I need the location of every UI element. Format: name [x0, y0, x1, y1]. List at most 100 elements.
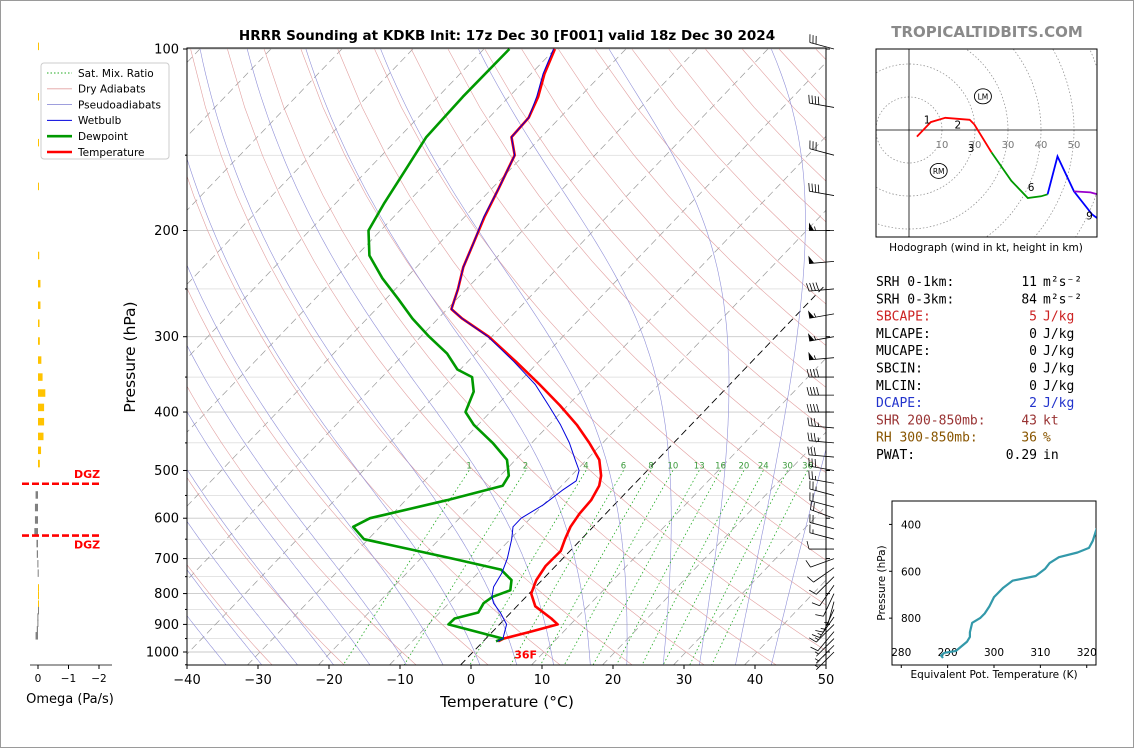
- index-value: 0: [1029, 379, 1037, 394]
- pseudoadiabat: [187, 615, 227, 665]
- barb-full: [812, 282, 816, 291]
- barb-full: [815, 614, 824, 617]
- skewt-legend: Sat. Mix. Ratio Dry Adiabats Pseudoadiabat…: [40, 62, 170, 160]
- omega-bar: [38, 606, 39, 615]
- barb-staff: [809, 532, 835, 540]
- isotherm: [187, 48, 769, 655]
- x-tick-label: 0: [467, 673, 475, 688]
- barb-full: [813, 447, 816, 456]
- omega-bar: [38, 403, 45, 412]
- barb-full: [810, 417, 813, 427]
- mixing-ratio-label: 8: [648, 462, 653, 472]
- omega-bar: [36, 539, 38, 548]
- legend-entry: Wetbulb: [78, 115, 122, 127]
- omega-bar: [34, 528, 38, 536]
- barb-full: [810, 646, 819, 652]
- wind-barb: [810, 631, 835, 652]
- omega-bar: [37, 560, 39, 568]
- pseudoadiabat: [246, 48, 554, 665]
- hodo-ring-label: 30: [1002, 140, 1015, 151]
- barb-staff: [809, 488, 835, 496]
- omega-bar: [38, 279, 41, 288]
- index-value: 0: [1029, 344, 1037, 359]
- barb-staff: [809, 148, 835, 156]
- skewt-axes: −40 −30 −20 −10 0 10 20 30 40 50 100 200 300 400 500 60…: [146, 43, 834, 689]
- series-dewpoint: [351, 48, 513, 643]
- wind-barb: [807, 310, 835, 319]
- omega-bar: [38, 319, 40, 328]
- omega-bar: [38, 584, 39, 592]
- wind-barb: [806, 282, 835, 292]
- wind-barb: [808, 457, 835, 471]
- y-tick-label: 1000: [146, 646, 179, 661]
- barb-staff: [816, 651, 835, 670]
- wind-barb: [814, 645, 835, 664]
- omega-xlabel: Omega (Pa/s): [26, 692, 114, 707]
- pseudoadiabat: [199, 48, 518, 665]
- barb-full: [811, 458, 813, 467]
- index-unit: J/kg: [1043, 327, 1074, 342]
- index-label: MLCAPE:: [876, 327, 931, 342]
- isotherm: [602, 431, 826, 665]
- barb-staff: [809, 288, 835, 292]
- hodo-height-label: 1: [924, 114, 931, 126]
- isotherm: [531, 357, 826, 665]
- theta-e-ytick-label: 400: [901, 519, 921, 531]
- x-tick-label: −30: [244, 673, 271, 688]
- wind-barb: [811, 616, 835, 638]
- dry-adiabat: [410, 48, 826, 517]
- mixing-ratio-line: [469, 470, 587, 665]
- barb-full: [811, 183, 813, 192]
- barb-full: [807, 417, 810, 426]
- isotherm: [459, 283, 826, 665]
- isotherm: [187, 48, 485, 359]
- omega-bar: [38, 356, 42, 364]
- pseudoadiabat: [187, 344, 407, 665]
- barb-staff: [816, 638, 835, 657]
- omega-bar: [38, 459, 40, 468]
- barb-half: [814, 664, 819, 668]
- wind-barb: [809, 524, 835, 540]
- skewt-background-lines: [187, 48, 826, 665]
- barb-full: [809, 387, 813, 396]
- mixing-ratio-label: 36: [802, 462, 813, 472]
- dgz-label: DGZ: [74, 468, 100, 481]
- hodo-ring-label: 50: [1068, 140, 1081, 151]
- pseudoadiabat: [380, 48, 628, 665]
- barb-full: [806, 540, 810, 550]
- chart-title: HRRR Sounding at KDKB Init: 17z Dec 30 […: [239, 28, 775, 44]
- wind-barb: [809, 514, 835, 530]
- legend-entry: Dry Adiabats: [78, 84, 146, 96]
- isotherm: [318, 135, 826, 665]
- hodograph-caption: Hodograph (wind in kt, height in km): [889, 242, 1083, 254]
- isotherm: [187, 48, 556, 433]
- pseudoadiabat: [187, 520, 298, 665]
- skewt-xlabel: Temperature (°C): [439, 693, 574, 711]
- index-value: 2: [1029, 396, 1037, 411]
- barb-staff: [816, 645, 835, 664]
- mixing-ratio-label: 4: [583, 462, 588, 472]
- index-unit: %: [1043, 431, 1051, 446]
- mixing-ratio-line: [592, 470, 700, 665]
- hodo-ring-label: 10: [936, 140, 949, 151]
- barb-half: [820, 628, 825, 630]
- barb-full: [810, 501, 812, 510]
- wind-barb: [806, 368, 834, 378]
- omega-panel: 0 −1 −2 DGZ DGZ: [22, 42, 112, 685]
- pseudoadiabat: [771, 447, 826, 665]
- barb-full: [809, 403, 813, 413]
- barb-full: [813, 387, 816, 396]
- barb-half: [817, 633, 822, 636]
- barb-full: [807, 446, 810, 455]
- dry-adiabat: [484, 48, 826, 431]
- hodo-ring-label: 40: [1035, 140, 1048, 151]
- barb-full: [809, 589, 817, 595]
- wind-barb: [805, 558, 835, 568]
- legend-entry: Pseudoadiabats: [78, 99, 161, 111]
- omega-bar: [38, 92, 39, 101]
- omega-bar: [35, 491, 38, 499]
- barb-full: [811, 634, 820, 638]
- mixing-ratio-label: 16: [715, 462, 726, 472]
- barb-full: [807, 432, 810, 441]
